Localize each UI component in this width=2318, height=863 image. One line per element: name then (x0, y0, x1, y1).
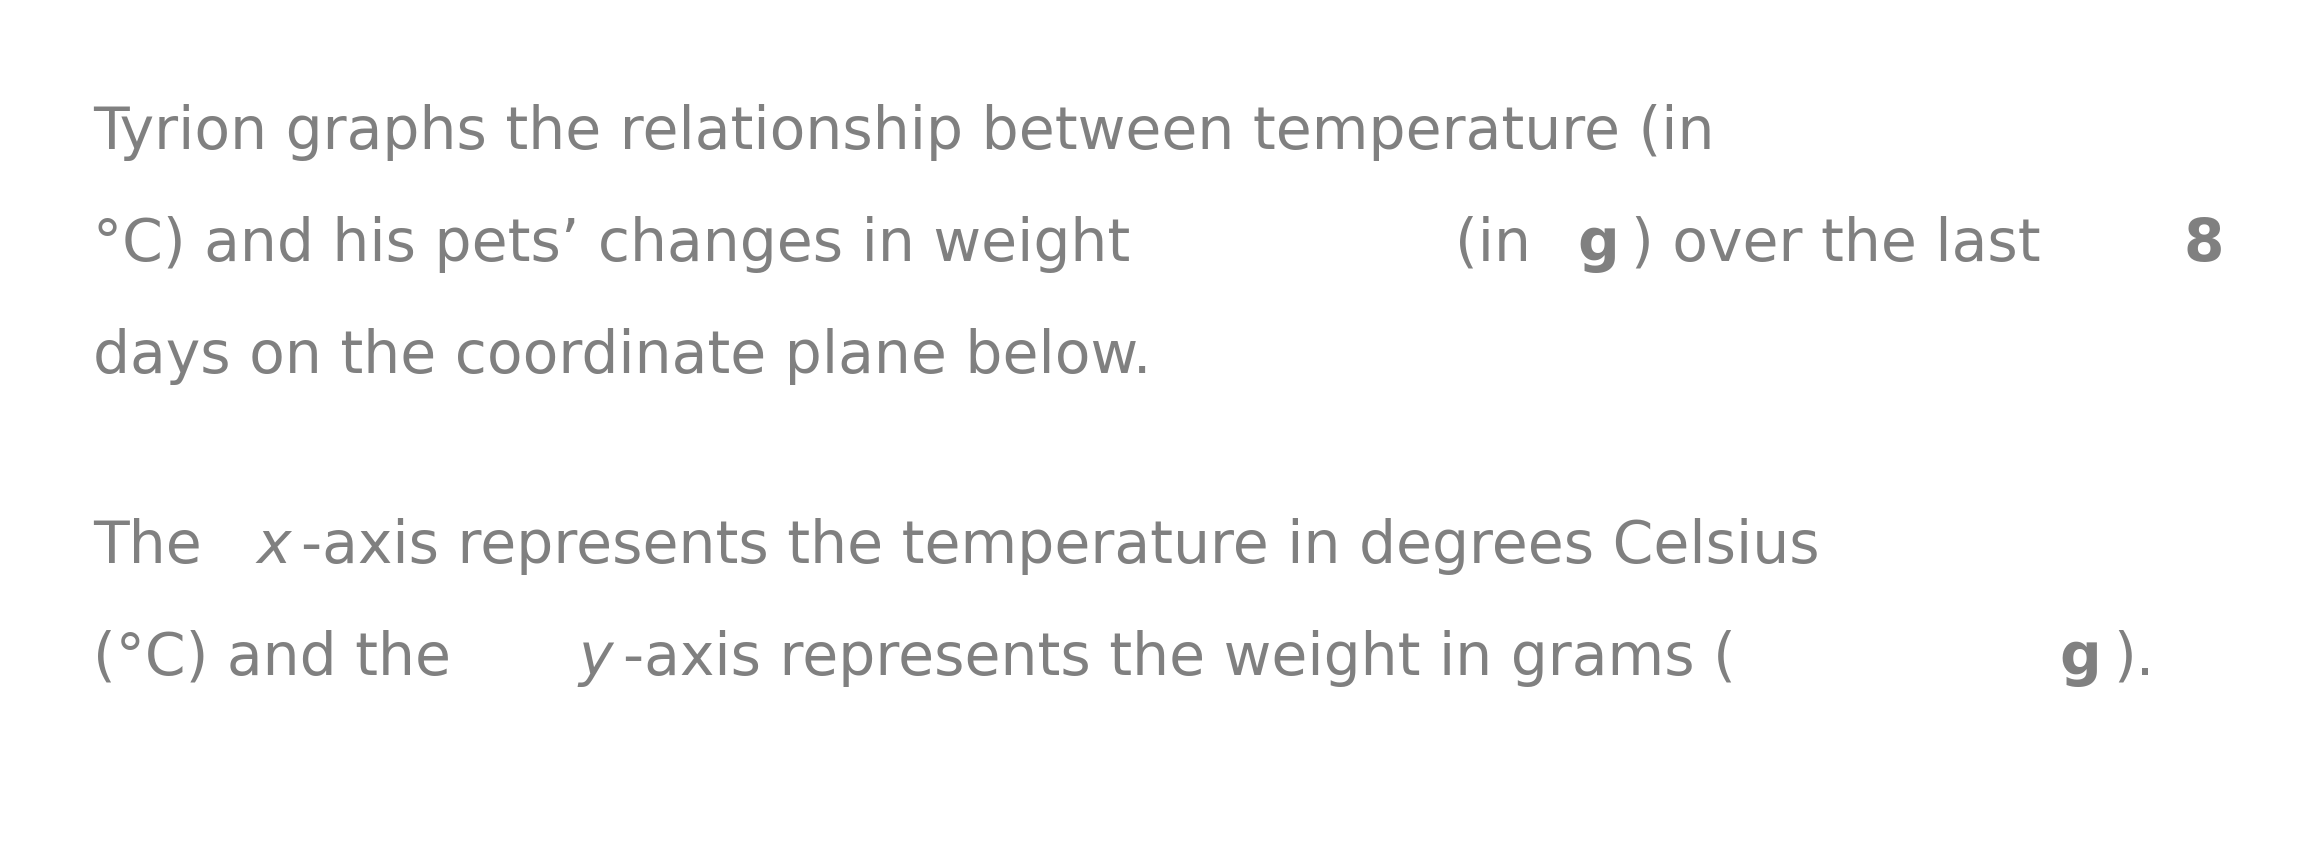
Text: days on the coordinate plane below.: days on the coordinate plane below. (93, 328, 1152, 385)
Text: y: y (580, 630, 612, 687)
Text: Tyrion graphs the relationship between temperature (in: Tyrion graphs the relationship between t… (93, 104, 1715, 161)
Text: -axis represents the weight in grams (: -axis represents the weight in grams ( (624, 630, 1736, 687)
Text: -axis represents the temperature in degrees Celsius: -axis represents the temperature in degr… (301, 518, 1820, 575)
Text: 8: 8 (2184, 216, 2223, 273)
Text: ) over the last: ) over the last (1632, 216, 2058, 273)
Text: g: g (2058, 630, 2100, 687)
Text: g: g (1576, 216, 1618, 273)
Text: (°C) and the: (°C) and the (93, 630, 468, 687)
Text: x: x (257, 518, 292, 575)
Text: The: The (93, 518, 220, 575)
Text: ).: ). (2114, 630, 2153, 687)
Text: (in: (in (1456, 216, 1548, 273)
Text: °C) and his pets’ changes in weight: °C) and his pets’ changes in weight (93, 216, 1147, 273)
